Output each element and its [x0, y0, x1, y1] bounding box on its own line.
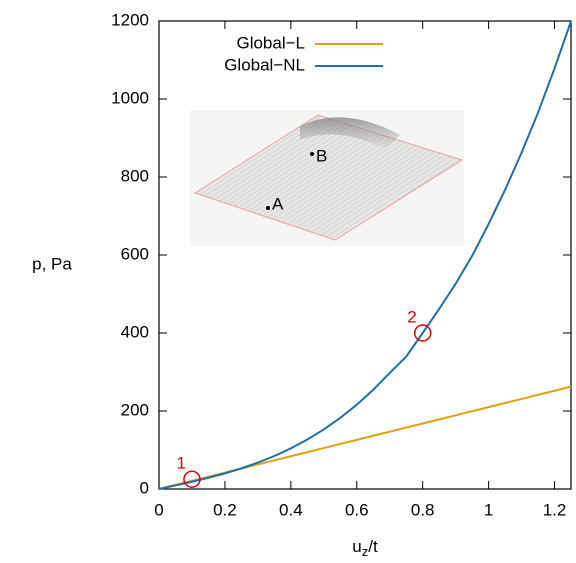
inset-point — [310, 152, 314, 156]
x-tick-label: 0.4 — [279, 500, 303, 519]
inset-hump — [300, 117, 400, 150]
x-tick-label: 1.2 — [543, 500, 567, 519]
x-tick-label: 0.6 — [345, 500, 369, 519]
x-axis-label-part: z — [362, 544, 369, 559]
inset: A B — [190, 110, 464, 246]
inset-label: B — [316, 146, 327, 165]
y-tick-label: 1200 — [111, 10, 149, 29]
inset-point — [266, 206, 270, 210]
y-tick-label: 800 — [121, 166, 149, 185]
inset-surface — [193, 114, 464, 241]
y-axis-label: p, Pa — [32, 254, 72, 273]
inset-label: A — [272, 194, 284, 213]
annotation-label: 1 — [176, 454, 185, 473]
annotation-marker — [183, 470, 201, 488]
x-axis-label-part: u — [352, 537, 361, 556]
annotation-marker — [413, 324, 432, 342]
series-line — [158, 20, 572, 490]
y-tick-label: 200 — [121, 400, 149, 419]
legend-label: Global−L — [236, 33, 305, 52]
x-axis-label: uz/t — [352, 537, 378, 559]
legend-label: Global−NL — [224, 55, 305, 74]
y-tick-label: 400 — [121, 322, 149, 341]
x-tick-label: 1 — [484, 500, 493, 519]
annotation-label: 2 — [407, 307, 416, 326]
y-tick-label: 600 — [121, 244, 149, 263]
y-tick-label: 1000 — [111, 88, 149, 107]
x-tick-label: 0.2 — [213, 500, 237, 519]
plot-frame — [158, 20, 572, 490]
x-axis-label-part: /t — [368, 537, 378, 556]
y-tick-label: 0 — [140, 478, 149, 497]
x-tick-label: 0.8 — [411, 500, 435, 519]
x-tick-label: 0 — [154, 500, 163, 519]
